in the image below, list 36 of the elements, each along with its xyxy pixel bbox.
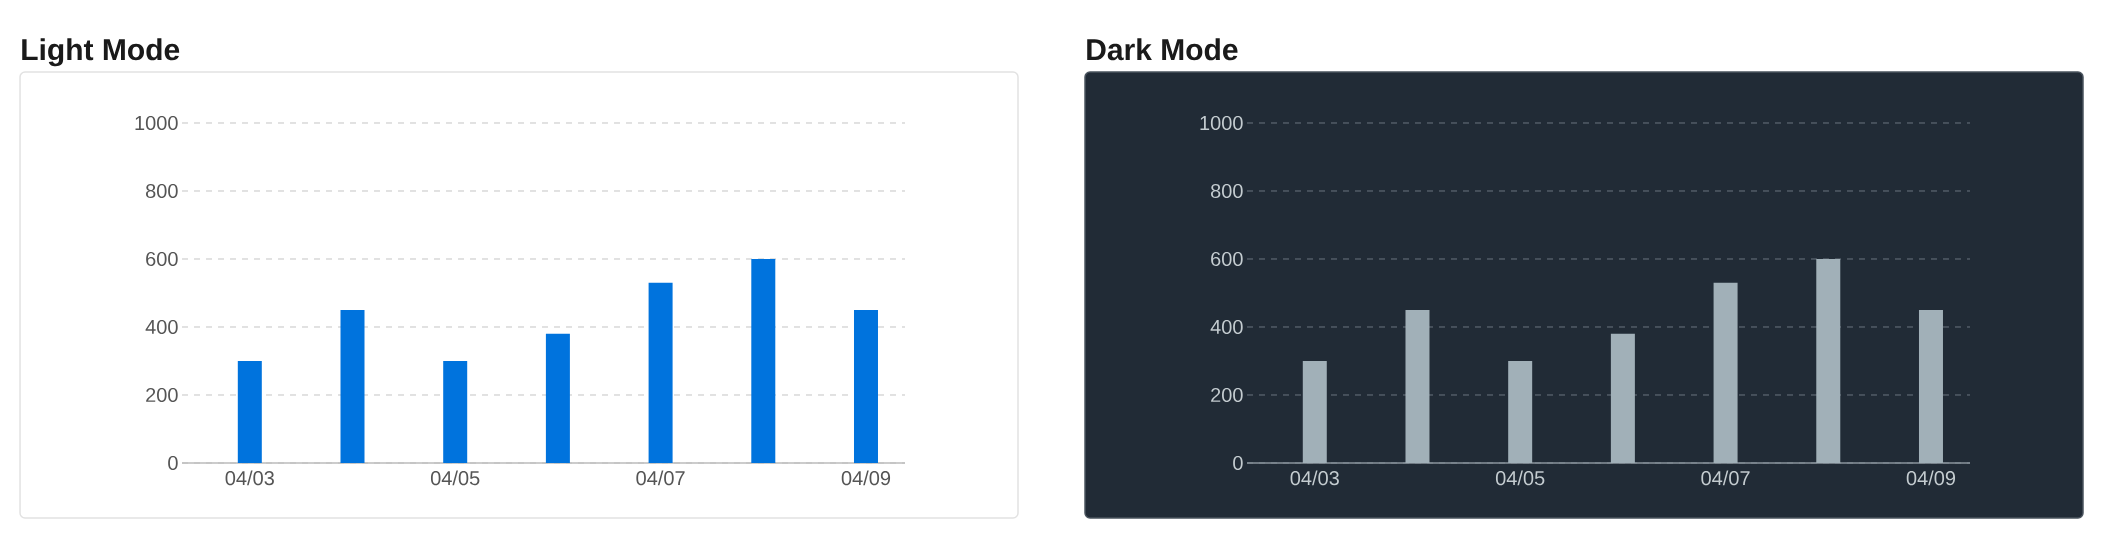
y-tick-label: 600 xyxy=(1211,251,1243,267)
y-tick-label: 800 xyxy=(145,183,178,199)
y-tick-label: 400 xyxy=(1210,319,1243,335)
bar xyxy=(1816,258,1841,463)
bar xyxy=(237,360,262,463)
x-tick-label: 04/03 xyxy=(225,470,274,486)
bar xyxy=(1918,309,1943,463)
x-tick-label: 04/07 xyxy=(636,470,685,486)
y-tick-label: 600 xyxy=(146,251,178,267)
bar xyxy=(545,333,570,463)
bar xyxy=(340,309,365,463)
x-tick-label: 04/09 xyxy=(841,470,891,486)
y-tick-label: 1000 xyxy=(135,115,178,131)
chart-title: Light Mode xyxy=(22,38,180,67)
bar xyxy=(1302,360,1327,463)
x-tick-label: 04/05 xyxy=(430,470,480,486)
bar xyxy=(751,258,776,463)
bar xyxy=(1713,282,1738,463)
bar xyxy=(1508,360,1533,463)
bar xyxy=(1610,333,1635,463)
bar xyxy=(648,282,673,463)
bar xyxy=(1405,309,1430,463)
y-tick-label: 0 xyxy=(168,455,178,471)
y-tick-label: 200 xyxy=(1211,387,1243,403)
x-tick-label: 04/05 xyxy=(1495,470,1545,486)
y-tick-label: 200 xyxy=(146,387,178,403)
y-tick-label: 0 xyxy=(1233,455,1243,471)
x-tick-label: 04/03 xyxy=(1290,470,1339,486)
x-tick-label: 04/07 xyxy=(1701,470,1750,486)
bar xyxy=(443,360,468,463)
chart-title: Dark Mode xyxy=(1087,38,1238,61)
bar xyxy=(853,309,878,463)
x-tick-label: 04/09 xyxy=(1906,470,1956,486)
y-tick-label: 1000 xyxy=(1200,115,1243,131)
y-tick-label: 400 xyxy=(145,319,178,335)
y-tick-label: 800 xyxy=(1210,183,1243,199)
